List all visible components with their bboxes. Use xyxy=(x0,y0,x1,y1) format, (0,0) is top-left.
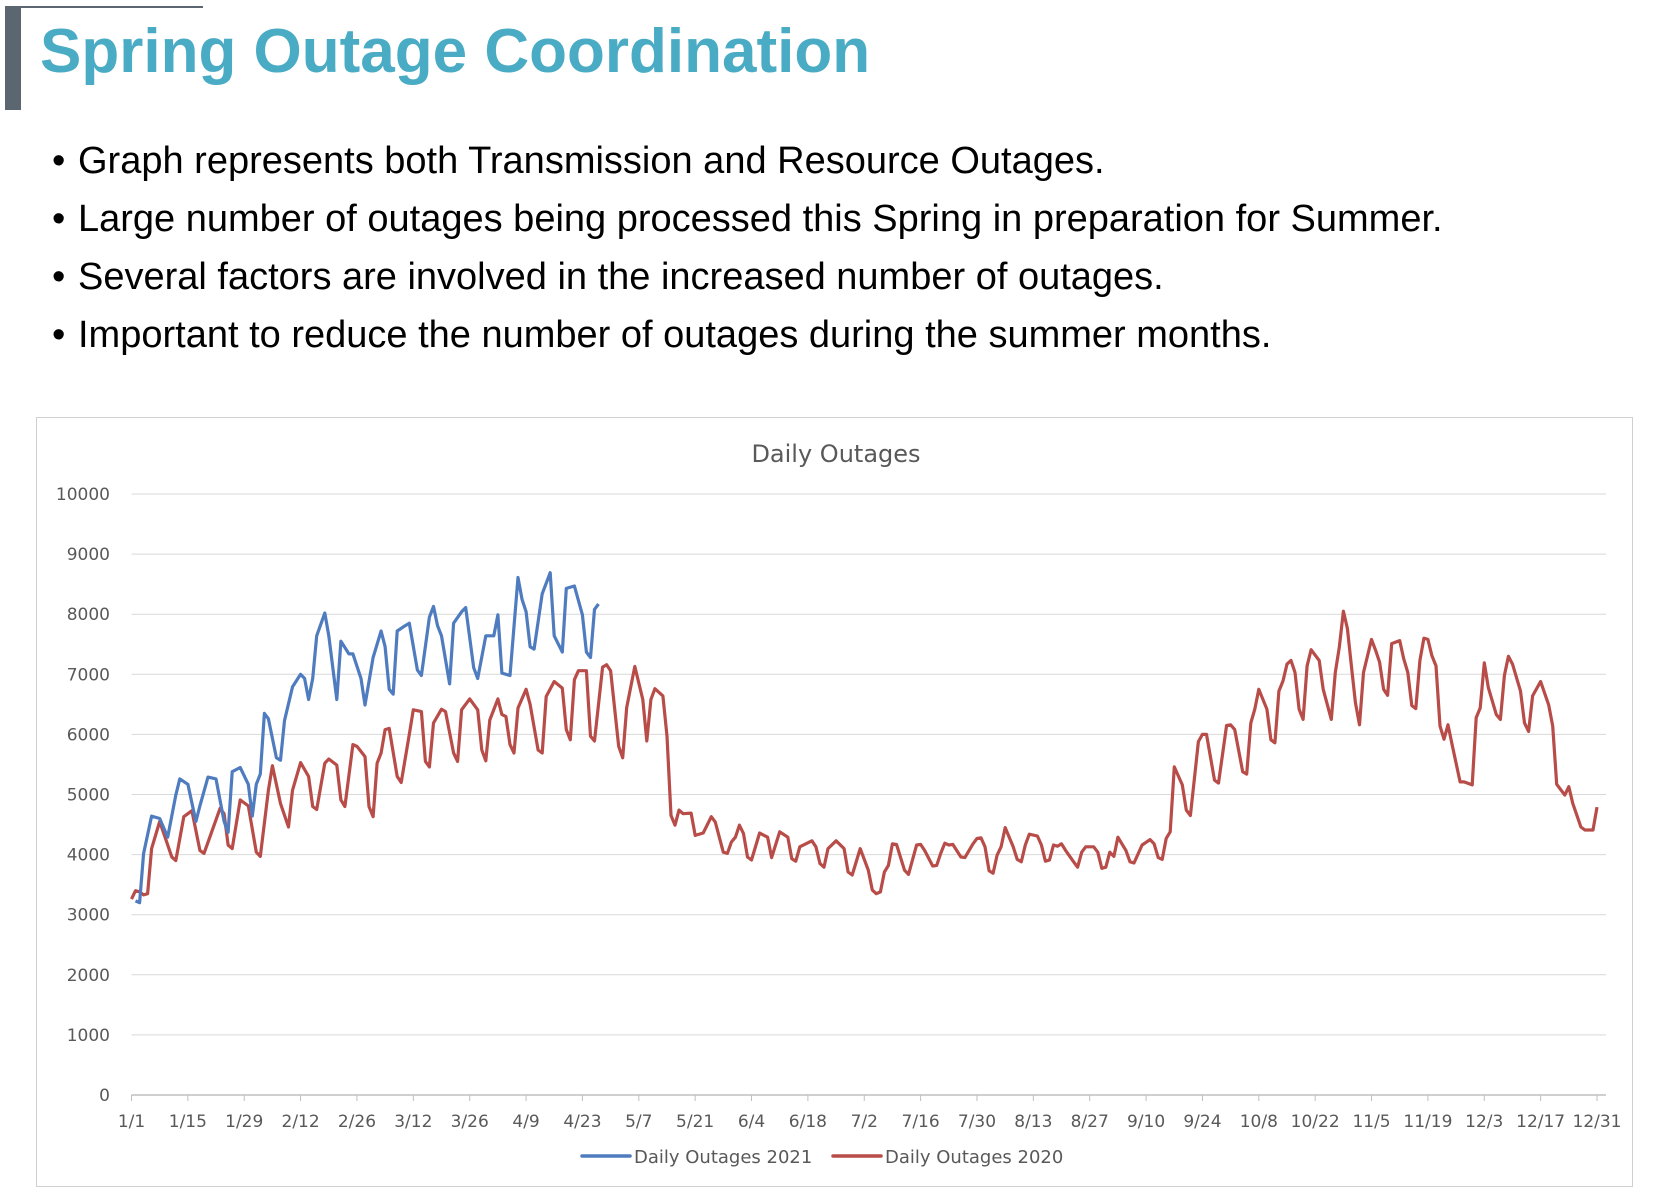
x-tick-label: 4/9 xyxy=(512,1112,539,1132)
bullet-text: Graph represents both Transmission and R… xyxy=(78,140,1105,182)
x-tick-label: 1/1 xyxy=(118,1112,145,1132)
series-line-daily-outages-2020 xyxy=(130,609,1599,900)
x-tick-label: 10/22 xyxy=(1291,1112,1340,1132)
x-tick-label: 11/19 xyxy=(1403,1112,1452,1132)
chart-frame xyxy=(36,417,1633,1187)
bullet-item: • Important to reduce the number of outag… xyxy=(52,306,1443,364)
y-tick-label: 8000 xyxy=(67,605,110,625)
x-tick-label: 2/26 xyxy=(338,1112,376,1132)
title-accent-line xyxy=(21,6,203,8)
x-tick-label: 1/15 xyxy=(169,1112,207,1132)
x-tick-label: 8/13 xyxy=(1014,1112,1052,1132)
x-tick-label: 9/10 xyxy=(1127,1112,1165,1132)
bullet-text: Large number of outages being processed … xyxy=(78,198,1443,240)
x-tick-label: 10/8 xyxy=(1240,1112,1278,1132)
x-tick-label: 9/24 xyxy=(1183,1112,1221,1132)
y-tick-label: 10000 xyxy=(56,485,110,505)
bullet-list: • Graph represents both Transmission and … xyxy=(52,132,1443,364)
series-line-daily-outages-2021 xyxy=(134,571,600,905)
bullet-icon: • xyxy=(52,256,66,298)
x-tick-label: 3/26 xyxy=(451,1112,489,1132)
y-tick-label: 1000 xyxy=(67,1026,110,1046)
title-accent-bar xyxy=(5,6,21,110)
y-tick-label: 7000 xyxy=(67,665,110,685)
chart-title: Daily Outages xyxy=(751,440,920,468)
y-tick-label: 5000 xyxy=(67,786,110,806)
x-tick-label: 11/5 xyxy=(1352,1112,1390,1132)
bullet-item: • Graph represents both Transmission and … xyxy=(52,132,1443,190)
slide-title: Spring Outage Coordination xyxy=(40,17,871,86)
x-tick-label: 4/23 xyxy=(563,1112,601,1132)
x-tick-label: 6/18 xyxy=(789,1112,827,1132)
x-tick-label: 7/30 xyxy=(958,1112,996,1132)
bullet-icon: • xyxy=(52,198,66,240)
x-tick-label: 5/7 xyxy=(625,1112,652,1132)
x-tick-label: 8/27 xyxy=(1071,1112,1109,1132)
x-tick-label: 12/3 xyxy=(1465,1112,1503,1132)
x-tick-label: 3/12 xyxy=(394,1112,432,1132)
y-tick-label: 3000 xyxy=(67,906,110,926)
legend-label: Daily Outages 2021 xyxy=(634,1147,812,1168)
x-tick-label: 6/4 xyxy=(738,1112,765,1132)
x-tick-label: 12/31 xyxy=(1573,1112,1622,1132)
x-tick-label: 1/29 xyxy=(225,1112,263,1132)
bullet-text: Several factors are involved in the incr… xyxy=(78,256,1164,298)
y-tick-label: 4000 xyxy=(67,846,110,866)
bullet-icon: • xyxy=(52,314,66,356)
y-tick-label: 9000 xyxy=(67,545,110,565)
bullet-item: • Several factors are involved in the inc… xyxy=(52,248,1443,306)
bullet-item: • Large number of outages being processed… xyxy=(52,190,1443,248)
x-tick-label: 12/17 xyxy=(1516,1112,1565,1132)
x-tick-label: 2/12 xyxy=(282,1112,320,1132)
y-tick-label: 2000 xyxy=(67,966,110,986)
x-tick-label: 7/16 xyxy=(902,1112,940,1132)
legend-label: Daily Outages 2020 xyxy=(885,1147,1063,1168)
y-tick-label: 0 xyxy=(99,1086,110,1106)
bullet-text: Important to reduce the number of outage… xyxy=(78,314,1272,356)
y-tick-label: 6000 xyxy=(67,725,110,745)
x-tick-label: 7/2 xyxy=(851,1112,878,1132)
bullet-icon: • xyxy=(52,140,66,182)
x-tick-label: 5/21 xyxy=(676,1112,714,1132)
